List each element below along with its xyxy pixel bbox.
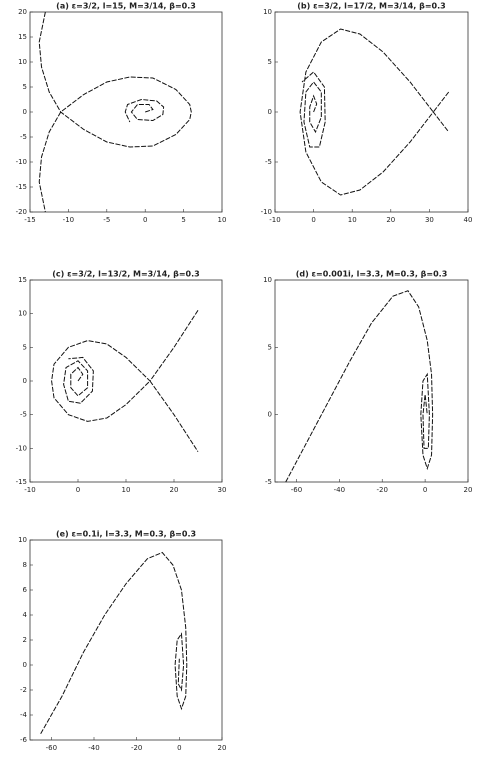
y-tick-label: -20 <box>16 208 27 216</box>
x-tick-label: 10 <box>122 486 131 494</box>
y-tick-label: 5 <box>23 343 27 351</box>
panel-title: (e) ε=0.1i, l=3.3, M=0.3, β=0.3 <box>56 530 196 539</box>
y-tick-label: 5 <box>268 58 272 66</box>
x-tick-label: 20 <box>464 486 473 494</box>
y-tick-label: -5 <box>20 411 27 419</box>
y-tick-label: -15 <box>16 183 27 191</box>
x-tick-label: -60 <box>46 744 57 752</box>
trajectory <box>285 290 434 483</box>
y-tick-label: -10 <box>16 158 27 166</box>
trajectory <box>40 551 188 734</box>
y-tick-label: 10 <box>18 536 27 544</box>
y-tick-label: 5 <box>268 343 272 351</box>
x-tick-label: -20 <box>131 744 142 752</box>
y-tick-label: 10 <box>18 310 27 318</box>
x-tick-label: -10 <box>63 216 74 224</box>
x-tick-label: 0 <box>423 486 427 494</box>
y-tick-label: -10 <box>16 444 27 452</box>
panel: (c) ε=3/2, l=13/2, M=3/14, β=0.3 -10 0 10 20… <box>16 270 227 495</box>
plot-frame <box>274 11 469 213</box>
plot-frame <box>29 11 223 213</box>
x-tick-label: 0 <box>143 216 147 224</box>
x-tick-label: 30 <box>425 216 434 224</box>
x-tick-label: 0 <box>311 216 315 224</box>
y-tick-label: -4 <box>20 711 28 719</box>
y-tick-label: -15 <box>16 478 27 486</box>
panel: (d) ε=0.001i, l=3.3, M=0.3, β=0.3 -60 -40 -… <box>263 270 472 495</box>
panel: (e) ε=0.1i, l=3.3, M=0.3, β=0.3-60 -40 -20… <box>18 530 226 753</box>
y-tick-label: 0 <box>23 377 27 385</box>
y-tick-label: 8 <box>23 561 27 569</box>
y-tick-label: 6 <box>23 586 28 594</box>
y-tick-label: -5 <box>265 158 272 166</box>
panel: (a) ε=3/2, l=15, M=3/14, β=0.3 -15 -10 -5 0 5… <box>16 2 227 225</box>
y-tick-label: 20 <box>18 8 27 16</box>
y-tick-label: 4 <box>23 611 28 619</box>
x-tick-label: -40 <box>88 744 99 752</box>
x-tick-label: 0 <box>177 744 181 752</box>
y-tick-label: 2 <box>23 636 27 644</box>
x-tick-label: 0 <box>76 486 80 494</box>
y-tick-label: 0 <box>23 661 27 669</box>
y-tick-label: -5 <box>20 133 27 141</box>
x-tick-label: 20 <box>386 216 395 224</box>
panel-title: (c) ε=3/2, l=13/2, M=3/14, β=0.3 <box>52 270 199 279</box>
y-tick-label: -2 <box>20 686 27 694</box>
x-tick-label: 20 <box>170 486 179 494</box>
plot-frame <box>29 279 223 483</box>
x-tick-label: -10 <box>24 486 35 494</box>
x-tick-label: 40 <box>464 216 473 224</box>
panel-title: (b) ε=3/2, l=17/2, M=3/14, β=0.3 <box>297 2 445 11</box>
x-tick-label: -5 <box>103 216 110 224</box>
x-tick-label: 20 <box>218 744 227 752</box>
trajectory <box>38 11 192 213</box>
trajectory <box>51 310 199 452</box>
panel-title: (d) ε=0.001i, l=3.3, M=0.3, β=0.3 <box>296 270 448 279</box>
x-tick-label: -20 <box>377 486 388 494</box>
x-tick-label: 10 <box>348 216 357 224</box>
trajectory <box>299 28 450 196</box>
plot-frame <box>29 539 223 741</box>
x-tick-label: 5 <box>181 216 185 224</box>
x-tick-label: 10 <box>218 216 227 224</box>
y-tick-label: 5 <box>23 83 27 91</box>
plot-frame <box>274 279 469 483</box>
y-tick-label: 0 <box>268 411 272 419</box>
x-tick-label: -40 <box>334 486 345 494</box>
y-tick-label: -10 <box>261 208 272 216</box>
x-tick-label: -60 <box>291 486 302 494</box>
x-tick-label: 30 <box>218 486 227 494</box>
y-tick-label: 15 <box>18 276 27 284</box>
y-tick-label: 10 <box>263 8 272 16</box>
y-tick-label: -5 <box>265 478 272 486</box>
y-tick-label: 0 <box>23 108 27 116</box>
y-tick-label: 0 <box>268 108 272 116</box>
x-tick-label: -10 <box>269 216 280 224</box>
y-tick-label: -6 <box>20 736 28 744</box>
x-tick-label: -15 <box>24 216 35 224</box>
panel-title: (a) ε=3/2, l=15, M=3/14, β=0.3 <box>56 2 196 11</box>
y-tick-label: 15 <box>18 33 27 41</box>
panel: (b) ε=3/2, l=17/2, M=3/14, β=0.3 -10 0 10 20… <box>261 2 473 225</box>
y-tick-label: 10 <box>18 58 27 66</box>
y-tick-label: 10 <box>263 276 272 284</box>
